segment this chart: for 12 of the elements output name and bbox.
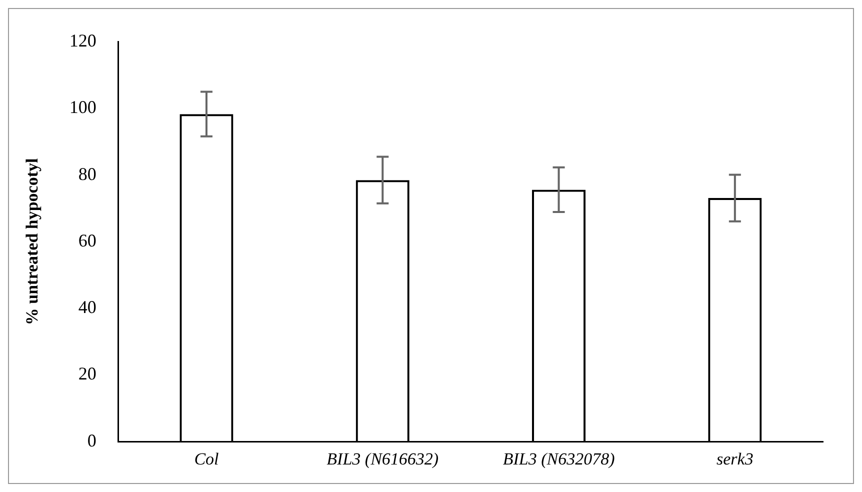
y-tick-label: 60 xyxy=(78,230,96,250)
y-tick-label: 100 xyxy=(69,97,96,118)
y-tick-label: 120 xyxy=(69,30,96,51)
y-tick-label: 80 xyxy=(78,164,96,184)
x-tick-label: BIL3 (N616632) xyxy=(326,449,439,468)
y-tick-label: 40 xyxy=(78,297,96,318)
y-tick-label: 20 xyxy=(78,364,96,384)
y-axis-title: % untreated hypocotyl xyxy=(22,158,42,326)
x-tick-label: BIL3 (N632078) xyxy=(502,449,616,468)
y-tick-label: 0 xyxy=(87,430,96,450)
x-tick-label: serk3 xyxy=(716,449,754,468)
x-tick-label: Col xyxy=(194,449,220,468)
